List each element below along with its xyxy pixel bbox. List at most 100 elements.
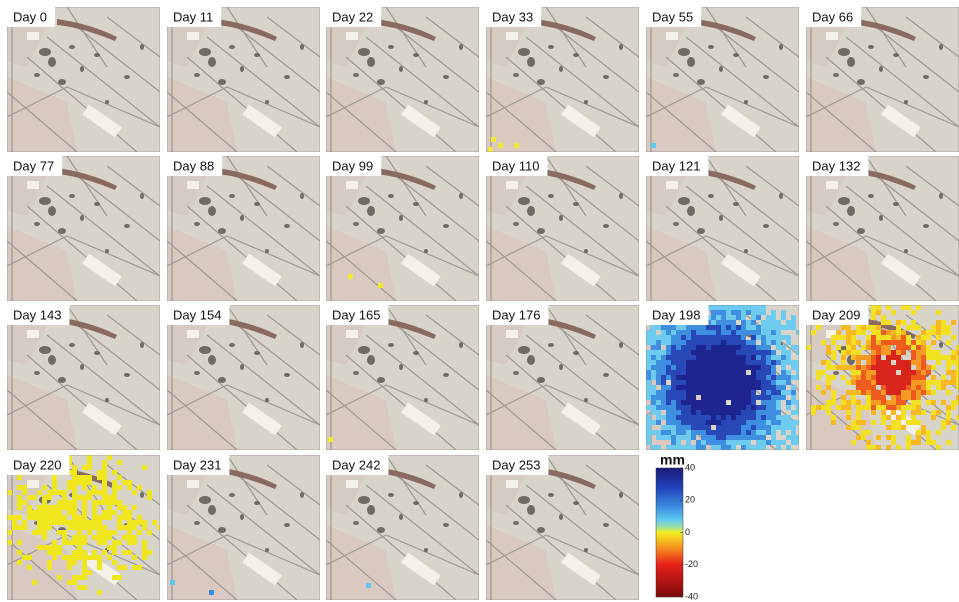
deformation-pixel <box>691 385 696 390</box>
deformation-pixel <box>906 390 911 395</box>
deformation-pixel <box>686 380 691 385</box>
deformation-pixel <box>776 355 781 360</box>
panel-label: Day 99 <box>332 158 373 173</box>
deformation-pixel <box>147 490 152 495</box>
deformation-pixel <box>876 345 881 350</box>
deformation-pixel <box>706 380 711 385</box>
deformation-pixel <box>866 325 871 330</box>
deformation-pixel <box>57 500 62 505</box>
aerial-image <box>167 455 320 600</box>
deformation-pixel <box>72 580 77 585</box>
deformation-pixel <box>681 395 686 400</box>
deformation-pixel <box>37 530 42 535</box>
deformation-pixel <box>82 475 87 480</box>
deformation-pixel <box>671 340 676 345</box>
deformation-pixel <box>846 325 851 330</box>
deformation-pixel <box>736 385 741 390</box>
panel-label: Day 165 <box>332 307 380 322</box>
deformation-pixel <box>711 405 716 410</box>
deformation-pixel <box>17 525 22 530</box>
deformation-pixel <box>851 375 856 380</box>
deformation-pixel <box>646 425 651 430</box>
deformation-pixel <box>771 330 776 335</box>
deformation-pixel <box>7 515 12 520</box>
deformation-pixel <box>42 515 47 520</box>
deformation-pixel <box>671 385 676 390</box>
deformation-pixel <box>716 350 721 355</box>
deformation-pixel <box>67 560 72 565</box>
deformation-pixel <box>656 430 661 435</box>
panel-label: Day 132 <box>812 158 860 173</box>
deformation-pixel <box>926 400 931 405</box>
deformation-pixel <box>82 500 87 505</box>
deformation-pixel <box>741 370 746 375</box>
deformation-pixel <box>886 350 891 355</box>
deformation-pixel <box>906 435 911 440</box>
deformation-pixel <box>906 380 911 385</box>
deformation-pixel <box>876 330 881 335</box>
deformation-pixel <box>726 440 731 445</box>
deformation-pixel <box>671 330 676 335</box>
deformation-pixel <box>112 490 117 495</box>
deformation-pixel <box>52 475 57 480</box>
deformation-pixel <box>666 410 671 415</box>
deformation-pixel <box>696 365 701 370</box>
deformation-pixel <box>751 340 756 345</box>
deformation-pixel <box>47 545 52 550</box>
deformation-pixel <box>87 570 92 575</box>
deformation-pixel <box>661 400 666 405</box>
deformation-pixel <box>37 525 42 530</box>
deformation-pixel <box>731 370 736 375</box>
deformation-pixel <box>72 465 77 470</box>
panel-label: Day 176 <box>492 307 540 322</box>
deformation-pixel <box>846 330 851 335</box>
deformation-pixel <box>92 490 97 495</box>
deformation-pixel <box>716 315 721 320</box>
deformation-pixel <box>816 405 821 410</box>
deformation-pixel <box>676 410 681 415</box>
deformation-pixel <box>656 370 661 375</box>
deformation-pixel <box>701 415 706 420</box>
deformation-pixel <box>751 415 756 420</box>
deformation-pixel <box>821 360 826 365</box>
deformation-pixel <box>656 445 661 450</box>
aerial-image <box>326 455 479 600</box>
deformation-pixel <box>112 550 117 555</box>
deformation-pixel <box>696 325 701 330</box>
deformation-pixel <box>731 410 736 415</box>
deformation-pixel <box>741 380 746 385</box>
deformation-pixel <box>686 365 691 370</box>
deformation-pixel <box>72 480 77 485</box>
deformation-pixel <box>681 400 686 405</box>
deformation-pixel <box>821 340 826 345</box>
deformation-pixel <box>706 355 711 360</box>
deformation-pixel <box>791 430 796 435</box>
deformation-pixel <box>861 420 866 425</box>
deformation-pixel <box>926 355 931 360</box>
aerial-image <box>486 7 639 152</box>
deformation-pixel <box>896 325 901 330</box>
deformation-pixel <box>931 415 936 420</box>
deformation-pixel <box>696 370 701 375</box>
deformation-pixel <box>696 380 701 385</box>
panel-label: Day 66 <box>812 9 853 24</box>
deformation-pixel <box>836 330 841 335</box>
deformation-pixel <box>851 400 856 405</box>
deformation-pixel <box>731 385 736 390</box>
deformation-pixel <box>911 405 916 410</box>
deformation-pixel <box>706 345 711 350</box>
deformation-pixel <box>112 500 117 505</box>
deformation-pixel <box>846 345 851 350</box>
deformation-pixel <box>82 495 87 500</box>
deformation-pixel <box>861 365 866 370</box>
deformation-pixel <box>706 340 711 345</box>
deformation-pixel <box>821 405 826 410</box>
deformation-pixel <box>851 345 856 350</box>
deformation-pixel <box>77 575 82 580</box>
deformation-pixel <box>871 420 876 425</box>
deformation-pixel <box>711 340 716 345</box>
deformation-pixel <box>851 335 856 340</box>
deformation-pixel <box>766 410 771 415</box>
deformation-pixel <box>731 430 736 435</box>
deformation-pixel <box>786 435 791 440</box>
